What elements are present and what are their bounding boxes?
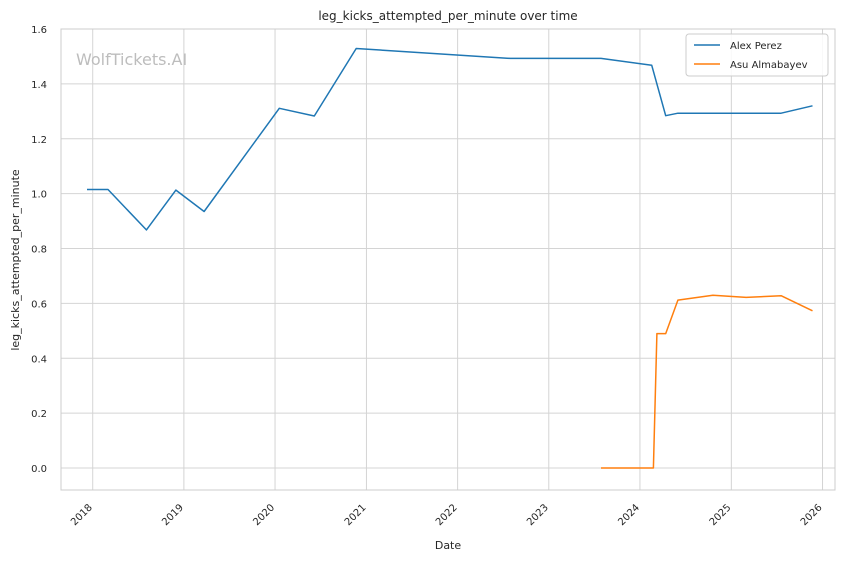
series-lines xyxy=(87,47,813,469)
x-tick-label: 2022 xyxy=(434,502,460,528)
x-tick-label: 2018 xyxy=(69,502,95,528)
y-tick-label: 0.8 xyxy=(31,245,47,256)
plot-frame xyxy=(60,28,836,491)
legend: Alex Perez Asu Almabayev xyxy=(685,33,829,77)
chart-title: leg_kicks_attempted_per_minute over time xyxy=(318,9,577,23)
y-tick-label: 1.6 xyxy=(31,25,47,36)
y-tick-label: 0.2 xyxy=(31,409,47,420)
x-tick-label: 2026 xyxy=(799,502,825,528)
y-axis-ticks: 0.0 0.2 0.4 0.6 0.8 1.0 1.2 1.4 1.6 xyxy=(31,25,47,475)
legend-label-asu-almabayev: Asu Almabayev xyxy=(730,60,808,71)
x-tick-label: 2021 xyxy=(343,502,369,528)
y-tick-label: 1.4 xyxy=(31,80,47,91)
watermark-text: WolfTickets.AI xyxy=(76,50,187,69)
y-tick-label: 0.6 xyxy=(31,299,47,310)
x-axis-ticks: 2018 2019 2020 2021 2022 2023 2024 2025 2026 xyxy=(69,502,825,528)
x-gridlines xyxy=(92,29,824,490)
y-axis-label: leg_kicks_attempted_per_minute xyxy=(9,169,22,351)
y-tick-label: 1.2 xyxy=(31,135,47,146)
x-tick-label: 2024 xyxy=(616,502,642,528)
x-tick-label: 2025 xyxy=(708,502,734,528)
x-tick-label: 2020 xyxy=(251,502,277,528)
legend-label-alex-perez: Alex Perez xyxy=(730,41,782,52)
y-gridlines xyxy=(61,28,835,469)
y-tick-label: 0.4 xyxy=(31,354,47,365)
legend-box xyxy=(685,33,829,77)
series-line-alex-perez xyxy=(87,47,813,231)
y-tick-label: 0.0 xyxy=(31,464,47,475)
x-axis-label: Date xyxy=(435,539,462,552)
x-tick-label: 2023 xyxy=(525,502,551,528)
series-line-asu-almabayev xyxy=(601,294,813,469)
y-tick-label: 1.0 xyxy=(31,190,47,201)
x-tick-label: 2019 xyxy=(160,502,186,528)
